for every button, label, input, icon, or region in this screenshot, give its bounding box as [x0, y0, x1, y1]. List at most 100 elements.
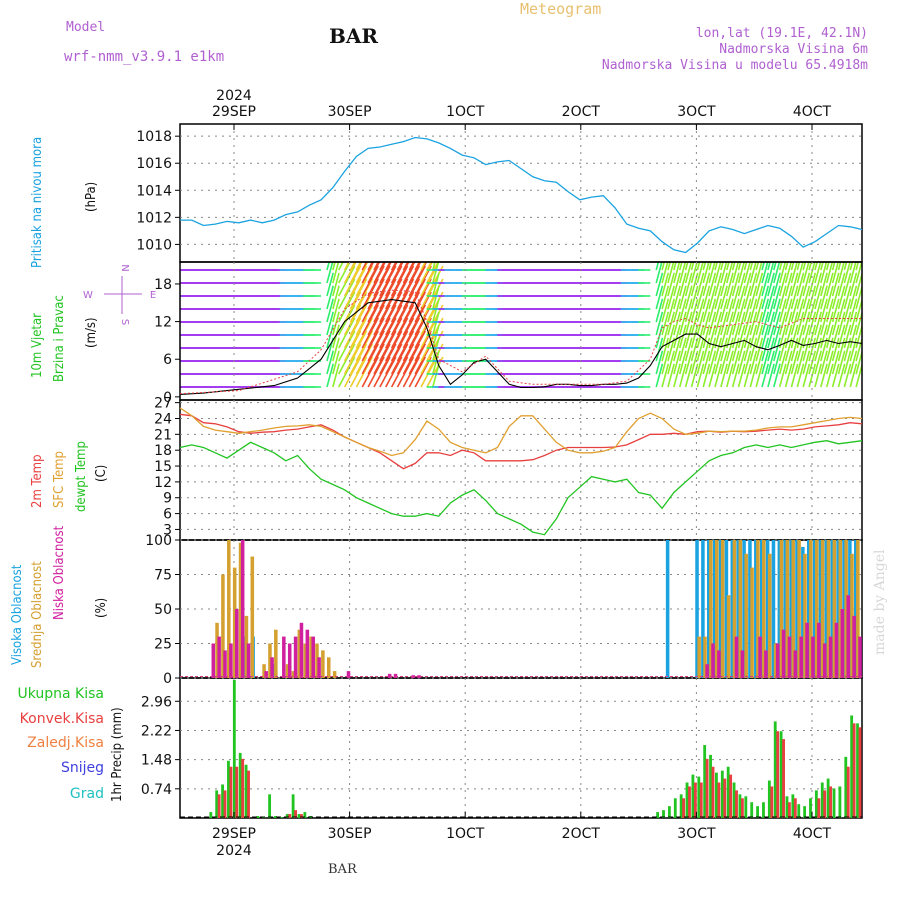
wind-gust-line [179, 289, 862, 395]
precip_total-bar [238, 752, 242, 818]
wind-arrow [379, 356, 397, 388]
wind-arrow [426, 278, 444, 310]
high_cloud-bar [736, 540, 740, 678]
wind-arrow [790, 324, 799, 349]
wind-arrow [432, 298, 440, 323]
high_cloud-bar [824, 540, 829, 678]
wind-arrow [737, 285, 746, 310]
precip_conv-bar [852, 723, 856, 818]
wind-arrow [820, 262, 828, 284]
wind-arrow [420, 330, 438, 362]
wind-arrow [373, 317, 391, 349]
wind-arrow [814, 337, 822, 362]
wind-arrow [678, 262, 687, 284]
wind-arrow [784, 337, 793, 362]
mid_cloud-bar [332, 671, 337, 678]
wind-arrow [667, 298, 675, 323]
wind-arrow [678, 285, 687, 310]
precip_conv-bar [682, 798, 686, 818]
wind-arrow [820, 363, 828, 388]
mid_cloud-bar [773, 643, 778, 678]
wind-arrow [379, 317, 397, 349]
wind-arrow [678, 272, 687, 297]
wind-arrow [820, 337, 828, 362]
low_cloud-bar [235, 609, 239, 678]
wind-arrow [773, 262, 781, 284]
wind-arrow [761, 262, 766, 271]
wind-arrow [338, 343, 356, 375]
wind-arrow [414, 278, 432, 310]
precip_conv-bar [217, 794, 221, 818]
wind-arrow [708, 311, 717, 336]
wind-arrow [367, 262, 374, 271]
wind-arrow [778, 285, 787, 310]
temperature-ytick-label: 15 [154, 459, 172, 475]
precip_total-bar [673, 798, 677, 818]
wind-arrow [673, 350, 681, 375]
wind-arrow [326, 350, 334, 375]
wind-arrow [802, 324, 811, 349]
wind-arrow [778, 311, 787, 336]
wind-arrow [696, 311, 705, 336]
wind-arrow [385, 278, 403, 310]
wind-arrow [755, 262, 760, 271]
wind-arrow [784, 350, 793, 375]
wind-arrow [420, 343, 438, 375]
wind-arrow [655, 363, 664, 388]
mid_cloud-bar [838, 540, 843, 678]
wind-arrow [343, 291, 362, 323]
wind-arrow [773, 285, 781, 310]
wind-arrow [667, 363, 675, 388]
wind-arrow [696, 272, 705, 297]
wind-arrow [843, 311, 852, 336]
wind-arrow [408, 343, 426, 375]
wind-arrow [696, 298, 705, 323]
precip_total-bar [715, 772, 718, 818]
wind-arrow [396, 278, 415, 310]
wind-arrow [702, 298, 711, 323]
wind-arrow [726, 285, 734, 310]
mid_cloud-bar [303, 643, 307, 678]
wind-arrow [667, 311, 675, 336]
wind-arrow [355, 330, 374, 362]
wind-arrow [326, 298, 334, 323]
wind-arrow [808, 262, 816, 284]
wind-arrows [180, 262, 862, 388]
wind-arrow [808, 298, 817, 323]
wind-arrow [385, 330, 403, 362]
wind-arrow [861, 370, 862, 374]
pressure-frame [179, 123, 863, 263]
wind-arrow [355, 265, 374, 297]
wind-arrow [343, 343, 362, 375]
wind-arrow [726, 298, 734, 323]
wind-arrow [843, 324, 852, 349]
mid_cloud-bar [726, 595, 731, 678]
wind-arrow [726, 262, 734, 284]
wind-arrow [361, 343, 379, 375]
precip_total-bar [826, 778, 830, 818]
low_cloud-bar [740, 650, 745, 678]
wind-arrow [825, 262, 834, 284]
wind-arrow [396, 262, 403, 271]
legend-snow: Snijeg [60, 760, 104, 776]
wind-arrow [390, 343, 409, 375]
precip_total-bar [844, 756, 848, 818]
wind-arrow [714, 311, 723, 336]
x-tick-label-top: 4OCT [793, 104, 832, 120]
high_cloud-bar [765, 540, 770, 678]
low_cloud-bar [411, 675, 415, 678]
wind-arrow [702, 285, 711, 310]
wind-arrow [379, 262, 392, 284]
sfc-line [179, 407, 863, 457]
wind-arrow [343, 278, 362, 310]
wind-arrow [373, 330, 391, 362]
wind-arrow [678, 363, 687, 388]
wind-arrow [355, 262, 362, 271]
wind-arrow [349, 265, 368, 297]
wind-arrow [831, 298, 840, 323]
wind-arrow [843, 272, 852, 297]
wind-arrow [820, 285, 828, 310]
wind-arrow [349, 317, 368, 349]
wind-arrow [426, 265, 444, 297]
